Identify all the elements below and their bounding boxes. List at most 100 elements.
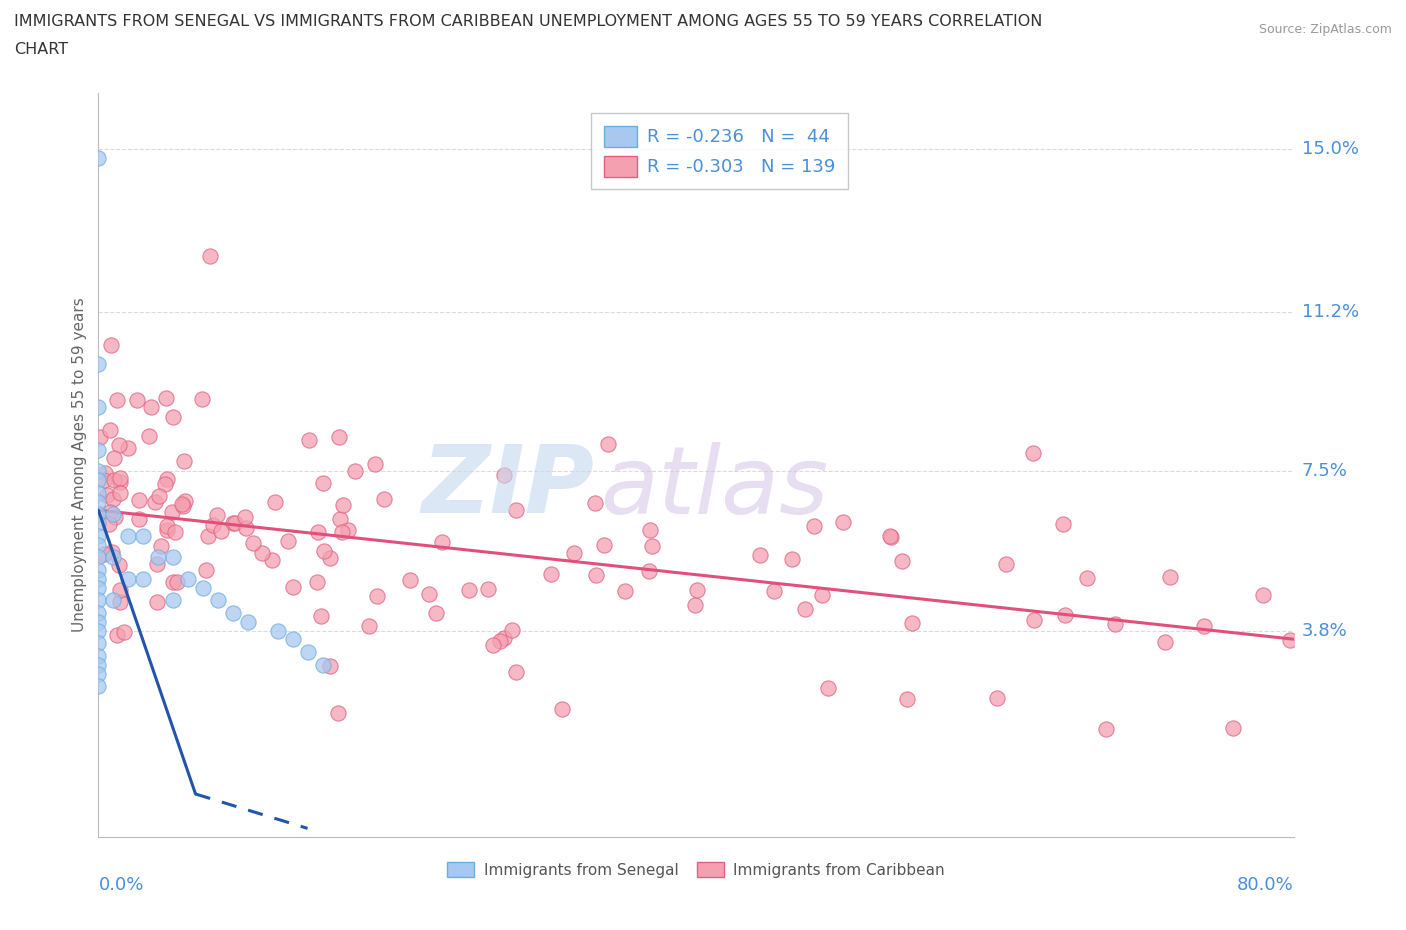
Point [492,631,515,645]
Point [87,528,110,543]
Point [267,623,290,638]
Point [298,432,321,447]
Point [551,701,574,716]
Point [132,572,155,587]
Point [145,594,167,609]
Point [794,602,817,617]
Point [155,519,177,534]
Point [197,528,219,543]
Point [162,574,184,589]
Text: CHART: CHART [14,42,67,57]
Point [1278,632,1301,647]
Point [105,628,128,643]
Point [488,633,510,648]
Point [637,564,659,578]
Point [780,551,803,566]
Text: ZIP: ZIP [422,442,595,533]
Point [357,619,380,634]
Point [162,409,184,424]
Point [811,588,834,603]
Point [209,524,232,538]
Point [366,589,388,604]
Point [1192,618,1215,633]
Point [103,472,125,487]
Point [103,593,125,608]
Point [108,594,131,609]
Point [160,505,183,520]
Point [163,525,186,539]
Point [98,422,121,437]
Point [235,520,257,535]
Point [87,649,110,664]
Point [683,598,706,613]
Point [100,338,122,352]
Point [172,498,194,513]
Point [614,583,637,598]
Point [330,525,353,539]
Point [156,472,179,486]
Point [87,636,110,651]
Text: Source: ZipAtlas.com: Source: ZipAtlas.com [1258,23,1392,36]
Text: atlas: atlas [600,442,828,533]
Point [125,392,148,407]
Point [1159,569,1181,584]
Point [1054,608,1077,623]
Point [97,517,120,532]
Point [901,616,924,631]
Point [1052,516,1074,531]
Point [803,518,825,533]
Point [87,563,110,578]
Point [172,497,194,512]
Point [87,572,110,587]
Point [373,491,395,506]
Point [762,583,785,598]
Point [87,485,110,500]
Point [326,706,349,721]
Point [592,538,614,552]
Point [505,503,527,518]
Point [242,536,264,551]
Point [87,538,110,552]
Point [418,587,440,602]
Point [564,546,586,561]
Point [155,476,177,491]
Text: 0.0%: 0.0% [98,876,143,894]
Point [583,496,606,511]
Point [585,567,607,582]
Point [162,593,184,608]
Point [87,666,110,681]
Point [1253,587,1275,602]
Text: 80.0%: 80.0% [1237,876,1294,894]
Point [1104,617,1126,631]
Point [162,550,184,565]
Point [277,534,299,549]
Point [879,528,901,543]
Point [492,467,515,482]
Point [87,515,110,530]
Point [87,615,110,630]
Point [482,638,505,653]
Point [108,558,131,573]
Point [399,572,422,587]
Point [87,356,110,371]
Point [994,556,1017,571]
Point [103,550,125,565]
Point [117,528,139,543]
Point [309,608,332,623]
Point [149,538,172,553]
Point [87,464,110,479]
Point [128,493,150,508]
Point [319,658,342,673]
Point [262,552,284,567]
Point [173,454,195,469]
Point [98,505,121,520]
Point [364,457,387,472]
Y-axis label: Unemployment Among Ages 55 to 59 years: Unemployment Among Ages 55 to 59 years [72,298,87,632]
Point [191,580,214,595]
Point [297,644,319,659]
Point [104,510,127,525]
Point [87,507,110,522]
Legend: Immigrants from Senegal, Immigrants from Caribbean: Immigrants from Senegal, Immigrants from… [439,854,953,885]
Text: 15.0%: 15.0% [1302,140,1358,158]
Point [986,690,1008,705]
